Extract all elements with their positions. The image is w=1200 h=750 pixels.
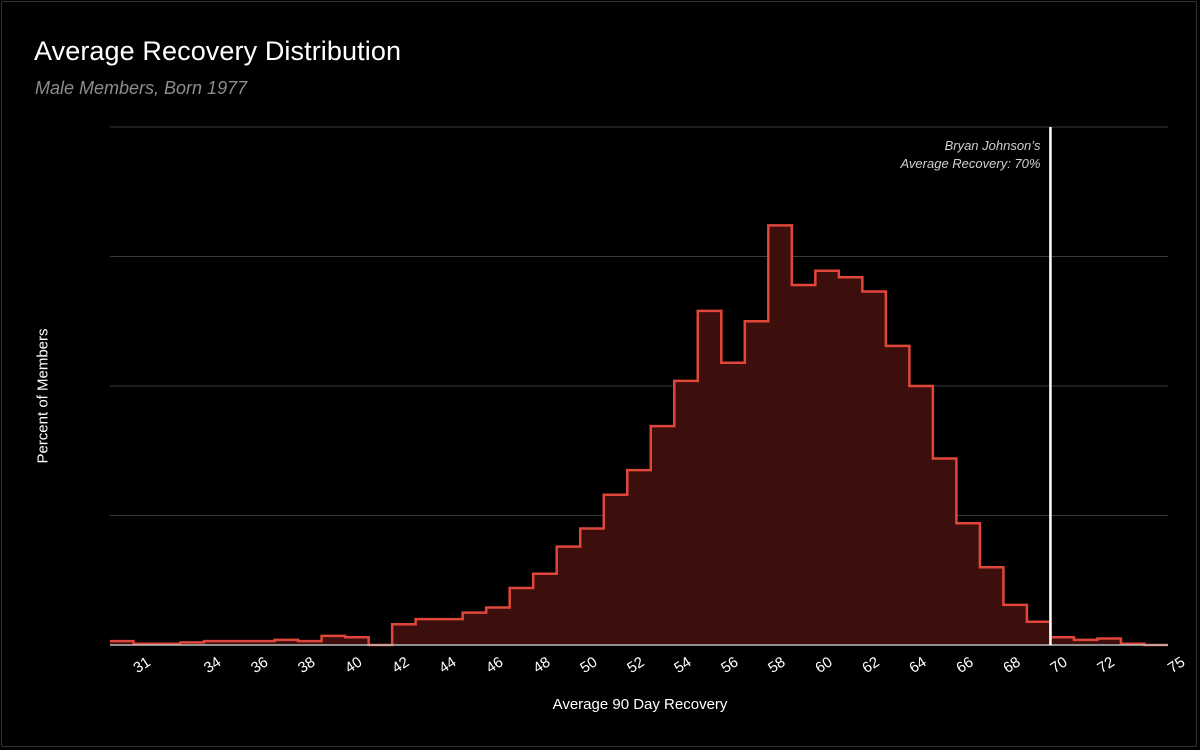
histogram-step-line bbox=[110, 224, 1168, 647]
chart-title: Average Recovery Distribution bbox=[34, 36, 402, 66]
x-tick-label: 40 bbox=[342, 654, 365, 677]
x-tick-label: 68 bbox=[1000, 654, 1023, 677]
x-tick-label: 54 bbox=[671, 654, 694, 677]
x-tick-label: 34 bbox=[201, 654, 224, 677]
x-tick-label: 42 bbox=[389, 654, 412, 677]
x-tick-label: 36 bbox=[248, 654, 271, 677]
x-tick-label: 66 bbox=[953, 654, 976, 677]
annotation-label-line2: Average Recovery: 70% bbox=[899, 156, 1040, 171]
x-tick-label: 70 bbox=[1047, 654, 1070, 677]
x-tick-label: 31 bbox=[130, 654, 153, 677]
x-tick-label: 56 bbox=[718, 654, 741, 677]
x-axis-label: Average 90 Day Recovery bbox=[552, 696, 728, 713]
x-tick-label: 52 bbox=[624, 654, 647, 677]
x-tick-label: 62 bbox=[859, 654, 882, 677]
x-tick-label: 46 bbox=[483, 654, 506, 677]
x-tick-label: 48 bbox=[530, 654, 553, 677]
x-tick-label: 58 bbox=[765, 654, 788, 677]
x-tick-label: 38 bbox=[295, 654, 318, 677]
x-tick-label: 64 bbox=[906, 654, 929, 677]
x-tick-label: 60 bbox=[812, 654, 835, 677]
histogram-area bbox=[110, 225, 1168, 646]
x-tick-label: 50 bbox=[577, 654, 600, 677]
x-tick-label: 75 bbox=[1165, 654, 1188, 677]
chart-subtitle: Male Members, Born 1977 bbox=[35, 78, 248, 98]
x-tick-label: 72 bbox=[1094, 654, 1117, 677]
annotation-label-line1: Bryan Johnson’s bbox=[945, 138, 1041, 153]
x-tick-label: 44 bbox=[436, 654, 459, 677]
